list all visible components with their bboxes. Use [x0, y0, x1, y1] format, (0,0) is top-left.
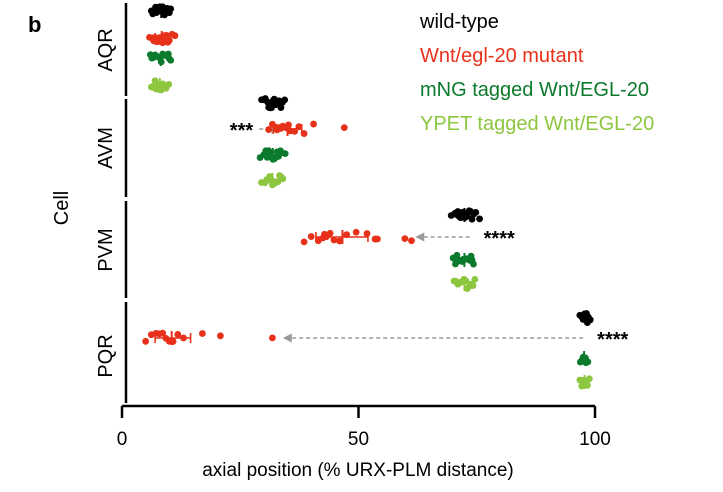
- data-point: [462, 277, 470, 285]
- data-point: [336, 237, 343, 245]
- data-point: [582, 312, 589, 320]
- data-point: [159, 80, 167, 88]
- significance-label: ***: [230, 120, 254, 142]
- data-point: [266, 104, 274, 112]
- category-label: AQR: [95, 28, 117, 71]
- data-point: [291, 127, 299, 135]
- legend-entry: wild-type: [419, 11, 499, 33]
- data-point: [269, 96, 277, 104]
- data-point: [300, 130, 308, 137]
- category-label: AVM: [95, 127, 117, 169]
- data-point: [142, 337, 150, 345]
- significance-label: ****: [484, 228, 515, 250]
- data-point: [452, 277, 460, 285]
- legend-entry: mNG tagged Wnt/EGL-20: [420, 79, 649, 101]
- data-point: [271, 178, 279, 186]
- data-point: [300, 238, 308, 246]
- panel-label: b: [28, 12, 41, 37]
- data-point: [265, 147, 273, 155]
- x-axis-label: axial position (% URX-PLM distance): [202, 460, 514, 481]
- data-point: [278, 99, 286, 106]
- data-point: [161, 36, 169, 43]
- data-point: [343, 231, 351, 239]
- data-point: [295, 123, 303, 131]
- data-point: [455, 213, 463, 220]
- data-point: [199, 330, 206, 337]
- data-point: [180, 334, 187, 342]
- y-axis-label: Cell: [51, 191, 73, 225]
- data-point: [273, 148, 281, 156]
- data-point: [352, 228, 360, 236]
- data-point: [156, 86, 164, 94]
- data-point: [321, 230, 328, 238]
- data-point: [401, 235, 409, 243]
- data-point: [277, 173, 285, 181]
- data-point: [260, 96, 268, 104]
- data-point: [162, 7, 169, 15]
- data-points: [142, 3, 594, 390]
- data-point: [330, 236, 338, 244]
- data-point: [584, 319, 591, 326]
- data-point: [270, 155, 278, 163]
- data-point: [171, 32, 179, 40]
- x-tick-label: 50: [348, 429, 369, 450]
- x-tick-label: 100: [579, 429, 611, 450]
- category-label: PVM: [95, 228, 117, 271]
- data-point: [582, 354, 589, 362]
- data-point: [159, 50, 167, 58]
- data-point: [583, 377, 590, 385]
- annotation-arrows: ***********: [230, 120, 629, 351]
- data-point: [468, 256, 476, 264]
- data-point: [476, 215, 483, 223]
- data-point: [269, 334, 276, 342]
- x-tick-label: 0: [117, 429, 128, 450]
- data-point: [408, 237, 415, 245]
- data-point: [285, 121, 292, 129]
- data-point: [471, 275, 479, 283]
- legend: wild-type Wnt/egl-20 mutant mNG tagged Wnt…: [419, 11, 654, 135]
- category-labels: AQR AVM PVM PQR: [95, 28, 117, 377]
- data-point: [452, 260, 459, 268]
- data-point: [363, 230, 371, 237]
- data-point: [307, 233, 315, 240]
- data-point: [159, 329, 167, 337]
- data-point: [465, 282, 473, 290]
- data-point: [374, 235, 381, 243]
- data-point: [277, 125, 285, 132]
- legend-entry: YPET tagged Wnt/EGL-20: [420, 113, 654, 135]
- data-point: [467, 207, 475, 215]
- data-point: [169, 338, 177, 345]
- data-point: [265, 126, 273, 133]
- data-point: [148, 54, 156, 62]
- data-point: [277, 104, 285, 111]
- data-point: [266, 173, 273, 180]
- data-point: [310, 120, 317, 128]
- data-point: [151, 77, 159, 85]
- legend-entry: Wnt/egl-20 mutant: [420, 45, 584, 67]
- category-label: PQR: [95, 334, 117, 377]
- data-point: [326, 229, 334, 237]
- data-point: [340, 124, 348, 131]
- significance-label: ****: [597, 329, 628, 351]
- data-point: [459, 258, 466, 266]
- axes: 0 50 100: [117, 3, 611, 450]
- data-point: [174, 331, 182, 338]
- data-point: [216, 332, 224, 340]
- annotation-arrow-head: [415, 232, 425, 242]
- annotation-arrow-head: [282, 333, 292, 343]
- data-point: [149, 83, 157, 90]
- data-point: [461, 214, 469, 221]
- data-point: [165, 55, 173, 63]
